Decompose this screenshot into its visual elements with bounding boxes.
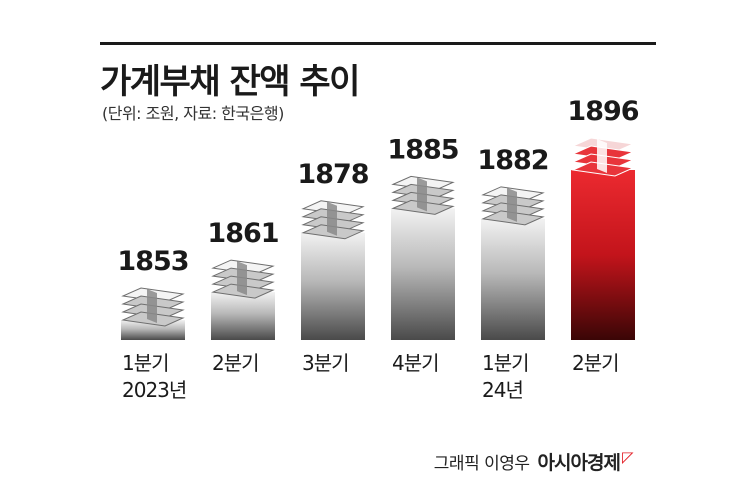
category-label: 3분기 xyxy=(302,351,349,375)
bar xyxy=(301,232,365,340)
value-label: 1853 xyxy=(117,246,188,277)
bar xyxy=(211,292,275,340)
bar xyxy=(121,320,185,340)
category-label: 1분기 xyxy=(482,351,529,375)
bar-group: 1861 2분기 xyxy=(207,218,279,375)
category-label: 1분기 xyxy=(122,351,169,375)
bar-group: 1882 1분기 24년 xyxy=(477,145,549,402)
money-stack-icon xyxy=(301,200,365,240)
category-label: 2분기 xyxy=(572,351,619,375)
category-label: 24년 xyxy=(482,378,523,402)
bar-group: 1853 1분기 2023년 xyxy=(117,246,189,402)
money-stack-icon xyxy=(211,259,275,299)
value-label: 1882 xyxy=(477,145,548,176)
chart-subtitle: (단위: 조원, 자료: 한국은행) xyxy=(102,104,284,123)
value-label: 1885 xyxy=(387,134,458,165)
bar-group: 1885 4분기 xyxy=(387,134,459,375)
money-stack-icon xyxy=(571,137,635,177)
bar xyxy=(571,170,635,340)
top-rule xyxy=(100,42,656,45)
credit: 그래픽 이영우 아시아경제 ◸ xyxy=(433,448,634,475)
value-label: 1896 xyxy=(567,96,638,127)
bar xyxy=(481,218,545,340)
bar-group: 1878 3분기 xyxy=(297,159,369,375)
value-label: 1861 xyxy=(207,218,278,249)
money-stack-icon xyxy=(481,186,545,226)
money-stack-icon xyxy=(391,175,455,215)
value-label: 1878 xyxy=(297,159,368,190)
chart-title: 가계부채 잔액 추이 xyxy=(100,62,360,102)
money-stack-icon xyxy=(121,287,185,327)
category-label: 4분기 xyxy=(392,351,439,375)
brand-logo: 아시아경제 xyxy=(537,452,621,474)
category-label: 2023년 xyxy=(122,378,186,402)
bar-group: 1896 2분기 xyxy=(567,96,639,375)
category-label: 2분기 xyxy=(212,351,259,375)
brand-mark-icon: ◸ xyxy=(621,448,634,466)
bar xyxy=(391,208,455,340)
credit-byline: 그래픽 이영우 xyxy=(433,454,530,474)
